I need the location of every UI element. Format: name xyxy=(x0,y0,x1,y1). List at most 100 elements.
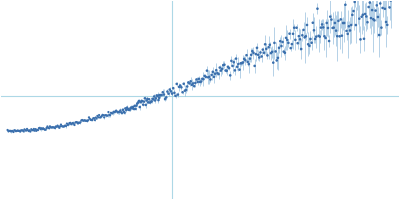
Point xyxy=(325,26,331,30)
Point xyxy=(241,57,247,61)
Point xyxy=(14,129,21,132)
Point xyxy=(53,125,59,128)
Point xyxy=(101,116,107,119)
Point xyxy=(91,117,97,120)
Point xyxy=(334,35,340,38)
Point xyxy=(366,5,372,9)
Point xyxy=(68,123,74,126)
Point xyxy=(48,126,55,129)
Point xyxy=(110,110,117,113)
Point xyxy=(145,101,152,104)
Point xyxy=(322,36,329,40)
Point xyxy=(289,43,295,46)
Point xyxy=(36,126,43,129)
Point xyxy=(335,19,342,22)
Point xyxy=(50,126,56,129)
Point xyxy=(66,121,73,125)
Point xyxy=(233,57,239,60)
Point xyxy=(191,85,197,88)
Point xyxy=(41,127,47,131)
Point xyxy=(227,74,234,77)
Point xyxy=(205,76,211,79)
Point xyxy=(388,0,394,2)
Point xyxy=(153,97,159,100)
Point xyxy=(126,108,132,111)
Point xyxy=(225,65,231,68)
Point xyxy=(221,63,228,66)
Point xyxy=(99,113,106,116)
Point xyxy=(44,125,50,128)
Point xyxy=(109,112,115,115)
Point xyxy=(12,129,18,132)
Point xyxy=(182,89,188,92)
Point xyxy=(54,124,61,127)
Point xyxy=(371,19,378,22)
Point xyxy=(239,62,245,65)
Point xyxy=(339,34,345,37)
Point xyxy=(121,111,128,114)
Point xyxy=(148,100,154,103)
Point xyxy=(278,44,285,48)
Point xyxy=(219,67,225,70)
Point xyxy=(320,26,326,29)
Point xyxy=(82,119,89,122)
Point xyxy=(199,77,206,80)
Point xyxy=(372,9,379,12)
Point xyxy=(203,75,209,78)
Point xyxy=(64,122,70,125)
Point xyxy=(340,21,346,25)
Point xyxy=(134,102,140,105)
Point xyxy=(180,82,187,85)
Point xyxy=(126,108,133,111)
Point xyxy=(298,47,304,51)
Point xyxy=(314,7,321,10)
Point xyxy=(200,78,207,81)
Point xyxy=(110,112,116,115)
Point xyxy=(299,34,306,37)
Point xyxy=(8,129,15,133)
Point xyxy=(362,12,368,16)
Point xyxy=(49,126,56,129)
Point xyxy=(264,54,271,57)
Point xyxy=(302,36,308,39)
Point xyxy=(184,85,190,88)
Point xyxy=(120,108,126,111)
Point xyxy=(8,130,14,133)
Point xyxy=(270,61,276,64)
Point xyxy=(275,56,281,59)
Point xyxy=(14,129,20,133)
Point xyxy=(149,97,156,100)
Point xyxy=(116,110,123,113)
Point xyxy=(98,115,104,119)
Point xyxy=(142,103,149,107)
Point xyxy=(161,93,167,96)
Point xyxy=(43,126,50,130)
Point xyxy=(192,81,198,85)
Point xyxy=(253,53,259,56)
Point xyxy=(33,129,40,132)
Point xyxy=(164,90,171,93)
Point xyxy=(252,64,258,68)
Point xyxy=(236,68,243,71)
Point xyxy=(350,9,357,13)
Point xyxy=(213,69,220,72)
Point xyxy=(35,128,41,132)
Point xyxy=(139,100,146,103)
Point xyxy=(84,119,90,123)
Point xyxy=(374,4,380,7)
Point xyxy=(316,35,323,38)
Point xyxy=(329,26,336,30)
Point xyxy=(74,121,80,124)
Point xyxy=(113,109,119,112)
Point xyxy=(174,82,180,86)
Point xyxy=(303,35,309,38)
Point xyxy=(175,93,181,96)
Point xyxy=(133,104,140,107)
Point xyxy=(46,127,52,130)
Point xyxy=(98,114,105,118)
Point xyxy=(378,26,385,29)
Point xyxy=(356,17,362,20)
Point xyxy=(307,37,314,41)
Point xyxy=(39,127,46,130)
Point xyxy=(313,35,320,38)
